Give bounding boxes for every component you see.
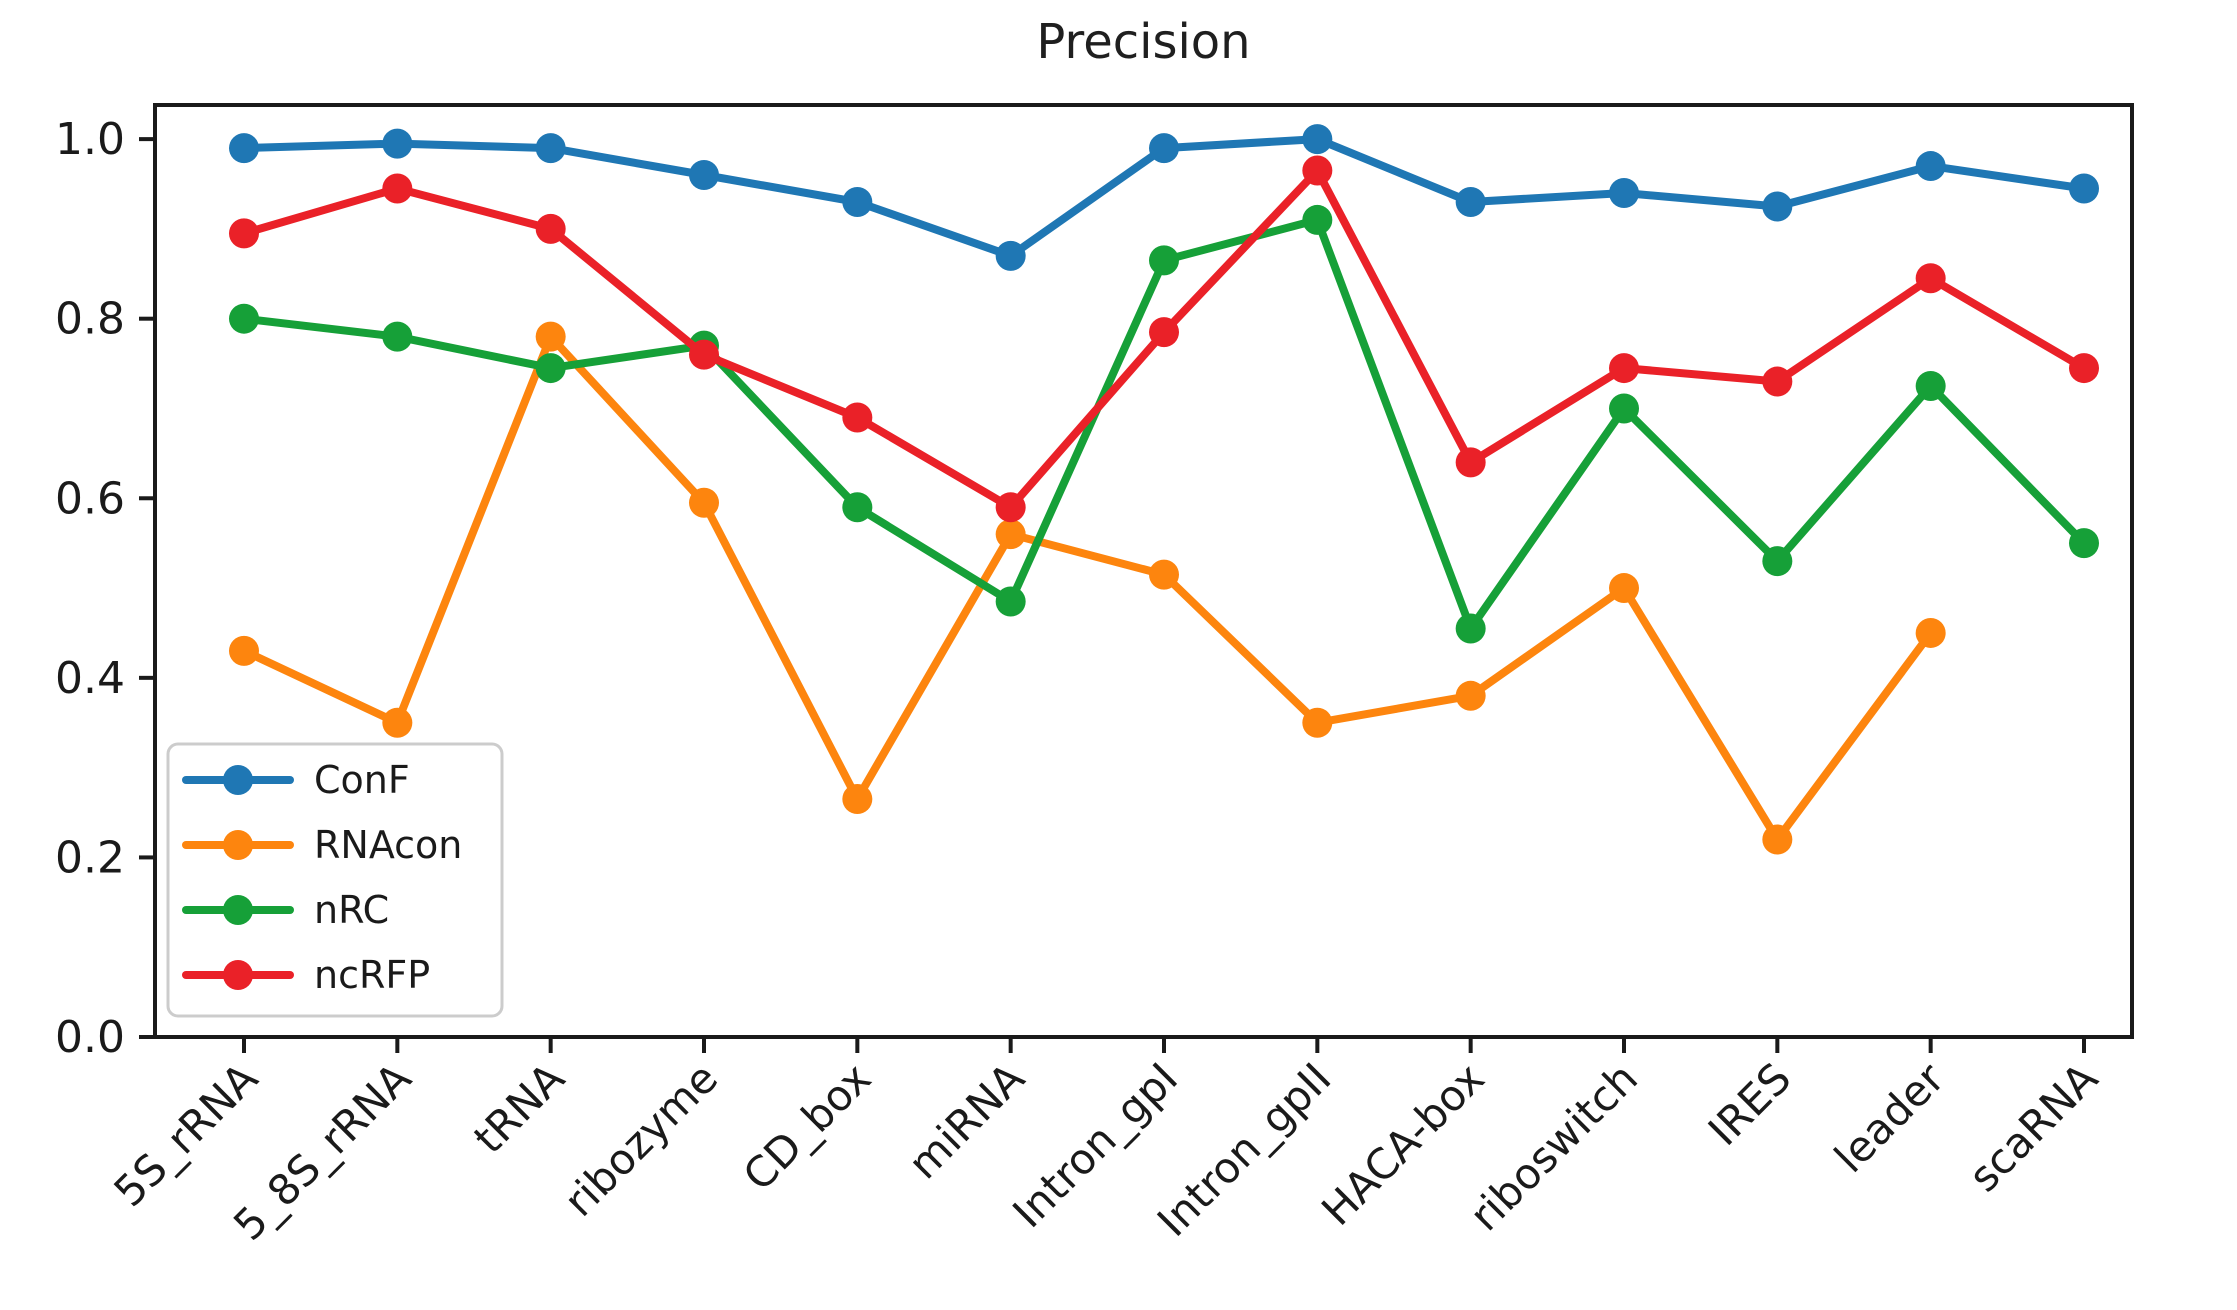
data-point-marker [1609, 177, 1639, 208]
legend-marker [223, 830, 253, 860]
x-tick-label: riboswitch [1460, 1053, 1647, 1240]
series-line [240, 332, 1935, 844]
data-point-marker [1149, 245, 1179, 276]
data-point-marker [1762, 546, 1793, 577]
x-tick-label: leader [1825, 1053, 1954, 1182]
legend-marker [223, 895, 253, 925]
data-point-marker [382, 707, 413, 738]
data-point-marker [842, 784, 873, 815]
y-tick-label: 0.8 [55, 294, 125, 345]
data-point-marker [842, 402, 873, 433]
data-point-marker [995, 492, 1026, 523]
data-point-marker [1915, 371, 1946, 402]
data-point-marker [1455, 680, 1486, 711]
data-point-marker [1609, 353, 1639, 384]
data-point-marker [382, 128, 413, 159]
y-tick-label: 0.2 [55, 832, 125, 883]
data-point-marker [1915, 263, 1946, 294]
data-point-marker [842, 492, 873, 523]
data-point-marker [229, 133, 259, 164]
data-point-marker [229, 303, 259, 334]
series-ConF [229, 124, 2099, 271]
data-point-marker [535, 133, 566, 164]
series-RNAcon [229, 321, 1946, 855]
data-point-marker [1302, 204, 1333, 235]
legend-marker [223, 765, 253, 795]
legend-label: ncRFP [314, 953, 430, 997]
legend-label: nRC [314, 888, 389, 932]
data-point-marker [1455, 447, 1486, 478]
data-point-marker [1762, 824, 1793, 855]
y-tick-label: 0.6 [55, 473, 125, 524]
data-point-marker [2069, 528, 2099, 559]
data-point-marker [1915, 617, 1946, 648]
data-point-marker [535, 321, 566, 352]
legend-label: RNAcon [314, 823, 462, 867]
data-point-marker [382, 173, 413, 204]
data-point-marker [842, 186, 873, 217]
legend-label: ConF [314, 758, 410, 802]
data-point-marker [1149, 317, 1179, 348]
y-tick-label: 0.4 [55, 653, 125, 704]
data-point-marker [1609, 393, 1639, 424]
x-tick-label: IRES [1699, 1053, 1801, 1155]
data-point-marker [689, 160, 719, 191]
data-point-marker [535, 353, 566, 384]
series-nRC [229, 204, 2099, 644]
x-tick-label: tRNA [464, 1053, 574, 1163]
data-point-marker [995, 240, 1026, 271]
data-point-marker [1455, 613, 1486, 644]
data-point-marker [2069, 353, 2099, 384]
data-point-marker [1762, 191, 1793, 222]
x-tick-label: miRNA [899, 1053, 1034, 1188]
x-tick-label: CD_box [734, 1053, 881, 1200]
legend-box [166, 742, 504, 1018]
chart-title: Precision [1036, 14, 1251, 70]
data-point-marker [382, 321, 413, 352]
data-point-marker [1915, 151, 1946, 182]
data-point-marker [229, 635, 259, 666]
data-point-marker [1455, 186, 1486, 217]
data-point-marker [995, 519, 1026, 550]
data-point-marker [689, 339, 719, 370]
y-axis: 0.0 0.2 0.4 0.6 0.8 1.0 [55, 114, 155, 1063]
y-tick-label: 0.0 [55, 1012, 125, 1063]
data-point-marker [689, 487, 719, 518]
x-tick-label: 5S_rRNA [104, 1053, 267, 1216]
data-point-marker [1302, 707, 1333, 738]
legend-marker [223, 960, 253, 990]
data-point-marker [535, 213, 566, 244]
data-point-marker [1609, 573, 1639, 604]
legend: ConF RNAcon nRC ncRFP [166, 742, 504, 1018]
series-ncRFP [229, 155, 2099, 523]
x-tick-label: ribozyme [555, 1053, 728, 1226]
data-point-marker [1149, 133, 1179, 164]
x-tick-label: scaRNA [1959, 1053, 2107, 1201]
data-point-marker [1302, 124, 1333, 155]
data-point-marker [1149, 559, 1179, 590]
y-tick-label: 1.0 [55, 114, 125, 165]
data-point-marker [229, 218, 259, 249]
data-point-marker [995, 586, 1026, 617]
data-point-marker [1762, 366, 1793, 397]
data-point-marker [2069, 173, 2099, 204]
data-point-marker [1302, 155, 1333, 186]
